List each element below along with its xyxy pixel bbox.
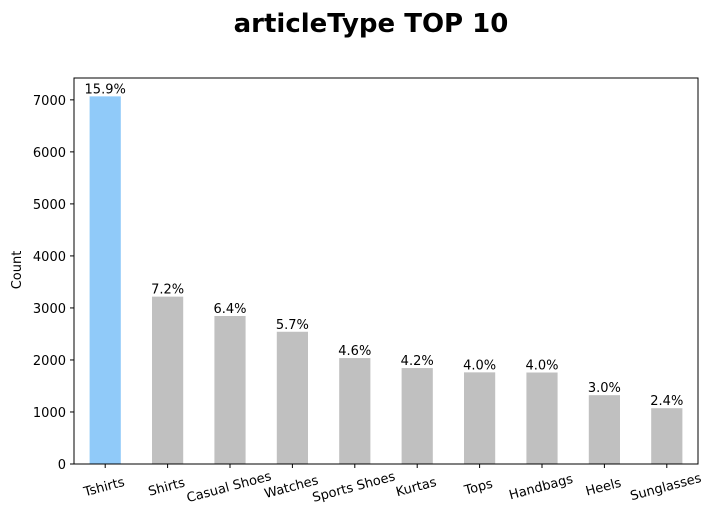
data-label: 7.2% [151,283,184,298]
x-tick-label: Tshirts [81,475,126,501]
chart-title: articleType TOP 10 [234,9,509,39]
bars-group: 15.9% 7.2% 6.4% 5.7% 4.6% 4.2% 4.0% 4.0% 3.0% 2.4… [85,82,683,464]
data-label: 5.7% [276,318,309,333]
y-tick-label: 4000 [33,250,66,265]
y-tick-label: 6000 [33,146,66,161]
bar-tops [464,372,496,464]
y-ticks-group: 0 1000 2000 3000 4000 5000 6000 7000 [33,94,74,473]
data-label: 4.6% [338,344,371,359]
x-tick-label: Casual Shoes [185,469,273,506]
y-tick-label: 3000 [33,302,66,317]
y-tick-label: 7000 [33,94,66,109]
x-tick-label: Shirts [147,475,187,499]
x-tick-label: Sports Shoes [311,469,397,506]
bar-sunglasses [651,408,683,464]
bar-handbags [526,372,558,464]
data-label: 3.0% [588,381,621,396]
bar-tshirts [89,96,121,464]
x-tick-label: Sunglasses [629,471,703,504]
y-tick-label: 1000 [33,406,66,421]
bar-sports-shoes [339,358,371,464]
bar-heels [588,395,620,464]
data-label: 4.2% [401,354,434,369]
data-label: 15.9% [85,82,126,97]
y-tick-label: 0 [58,458,66,473]
y-tick-label: 2000 [33,354,66,369]
data-label: 2.4% [650,394,683,409]
plot-frame [73,77,699,465]
data-label: 4.0% [525,358,558,373]
x-tick-label: Tops [462,477,495,499]
y-axis-title: Count [10,251,25,290]
x-tick-label: Handbags [508,472,575,503]
bar-casual-shoes [214,315,246,464]
data-label: 6.4% [213,302,246,317]
x-tick-label: Kurtas [394,475,438,500]
bar-watches [276,331,308,464]
x-tick-label: Heels [584,476,623,500]
bar-shirts [152,296,184,464]
y-tick-label: 5000 [33,198,66,213]
data-label: 4.0% [463,358,496,373]
bar-kurtas [401,368,433,464]
